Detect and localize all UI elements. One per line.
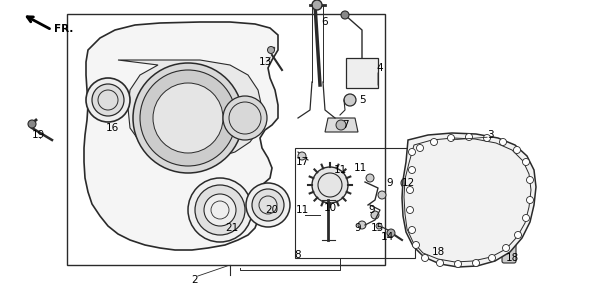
Circle shape [408, 226, 415, 234]
Circle shape [344, 94, 356, 106]
Text: 20: 20 [266, 205, 278, 215]
Circle shape [523, 215, 529, 222]
Text: 2: 2 [192, 275, 198, 285]
FancyBboxPatch shape [430, 236, 444, 257]
Circle shape [387, 229, 395, 237]
Circle shape [447, 135, 454, 141]
Text: 11: 11 [333, 165, 347, 175]
Text: 11: 11 [296, 205, 309, 215]
Text: 9: 9 [355, 223, 361, 233]
Circle shape [312, 0, 322, 10]
Circle shape [341, 11, 349, 19]
Text: 10: 10 [323, 203, 336, 213]
Circle shape [86, 78, 130, 122]
Text: 18: 18 [431, 247, 445, 257]
Circle shape [466, 134, 473, 141]
Circle shape [483, 135, 490, 141]
Circle shape [407, 187, 414, 194]
Polygon shape [346, 58, 378, 88]
Text: 21: 21 [225, 223, 238, 233]
Text: 7: 7 [342, 120, 348, 130]
Text: 12: 12 [401, 178, 415, 188]
Circle shape [489, 255, 496, 262]
FancyBboxPatch shape [502, 242, 516, 263]
Circle shape [421, 255, 428, 262]
Text: 19: 19 [31, 130, 45, 140]
Polygon shape [402, 133, 536, 267]
Text: 3: 3 [487, 130, 493, 140]
Circle shape [153, 83, 223, 153]
Circle shape [133, 63, 243, 173]
Circle shape [401, 178, 411, 188]
Circle shape [366, 174, 374, 182]
Circle shape [500, 138, 506, 145]
Circle shape [514, 231, 522, 238]
Circle shape [298, 152, 306, 160]
Circle shape [267, 46, 274, 54]
Circle shape [503, 244, 510, 252]
Text: 9: 9 [386, 178, 394, 188]
Text: 15: 15 [371, 223, 384, 233]
Circle shape [473, 259, 480, 266]
Circle shape [431, 138, 438, 145]
Circle shape [454, 260, 461, 268]
Circle shape [408, 166, 415, 173]
Text: 13: 13 [258, 57, 271, 67]
Circle shape [188, 178, 252, 242]
Circle shape [526, 197, 533, 203]
Circle shape [204, 194, 236, 226]
Text: 8: 8 [294, 250, 301, 260]
Circle shape [523, 159, 529, 166]
Circle shape [252, 189, 284, 221]
Text: 16: 16 [106, 123, 119, 133]
Text: 4: 4 [376, 63, 384, 73]
Text: FR.: FR. [54, 24, 73, 34]
Text: 17: 17 [296, 157, 309, 167]
Circle shape [336, 120, 346, 130]
Circle shape [437, 259, 444, 266]
Circle shape [358, 221, 366, 229]
Circle shape [408, 148, 415, 156]
Circle shape [312, 167, 348, 203]
Text: 5: 5 [359, 95, 365, 105]
Circle shape [376, 223, 382, 229]
Circle shape [378, 191, 386, 199]
Polygon shape [325, 118, 358, 132]
Text: 6: 6 [322, 17, 328, 27]
Circle shape [417, 144, 424, 151]
Circle shape [412, 241, 419, 249]
Polygon shape [84, 22, 278, 250]
Circle shape [526, 176, 533, 184]
Circle shape [513, 147, 520, 154]
Circle shape [371, 211, 379, 219]
Circle shape [28, 120, 36, 128]
Circle shape [140, 70, 236, 166]
Circle shape [246, 183, 290, 227]
Circle shape [223, 96, 267, 140]
Text: 11: 11 [353, 163, 366, 173]
Circle shape [407, 206, 414, 213]
Polygon shape [118, 60, 262, 160]
Circle shape [195, 185, 245, 235]
Text: 18: 18 [506, 253, 519, 263]
Circle shape [92, 84, 124, 116]
Text: 9: 9 [369, 205, 375, 215]
Text: 14: 14 [381, 232, 394, 242]
